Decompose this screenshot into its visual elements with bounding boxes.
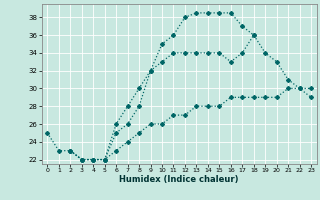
X-axis label: Humidex (Indice chaleur): Humidex (Indice chaleur) xyxy=(119,175,239,184)
